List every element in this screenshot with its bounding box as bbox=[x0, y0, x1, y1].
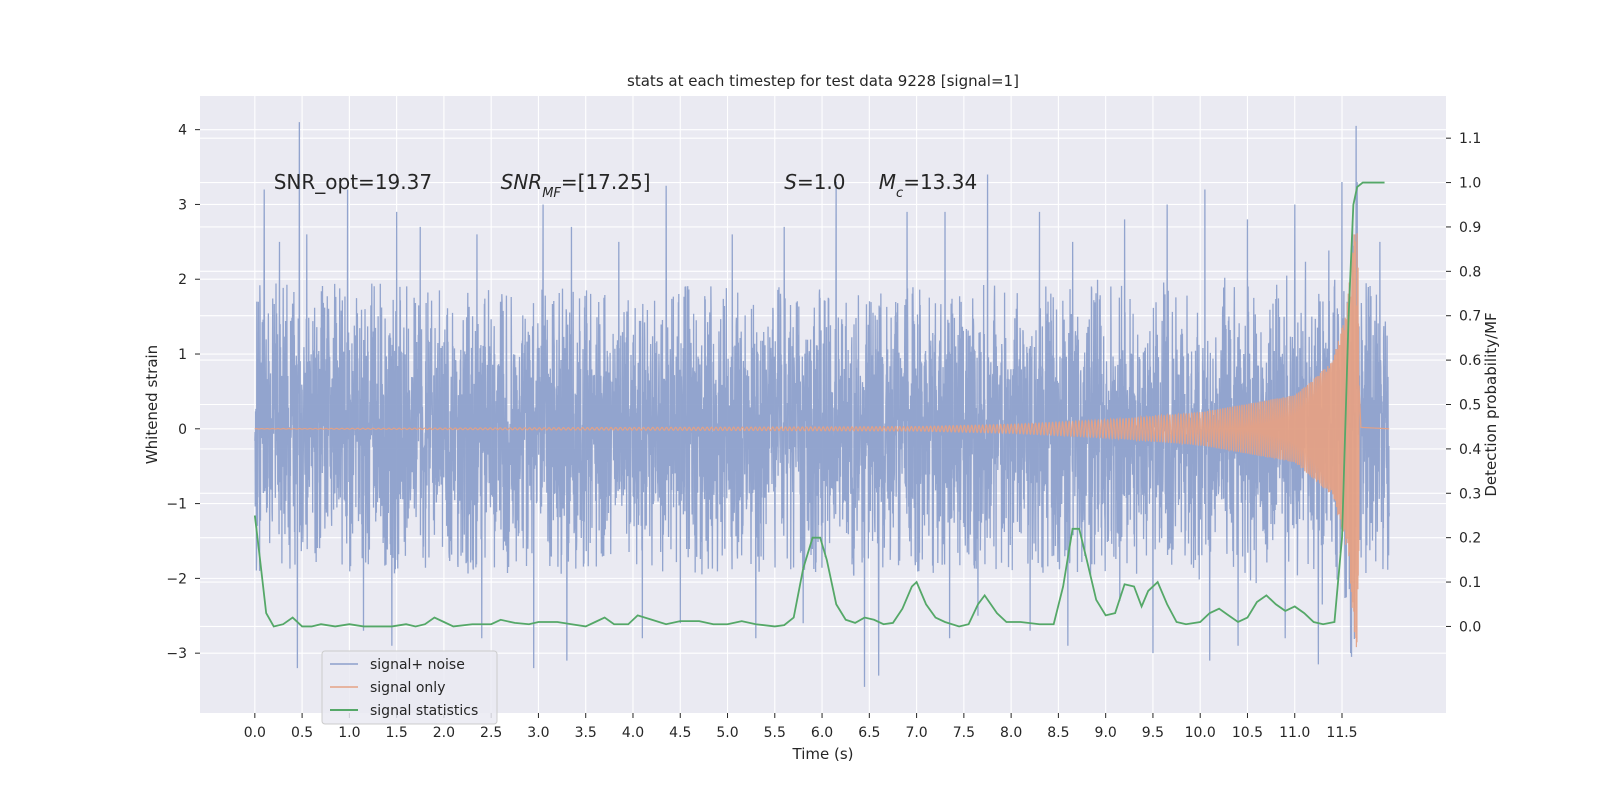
x-tick-label: 5.0 bbox=[716, 725, 738, 741]
annotation-1: SNR_opt=19.37 bbox=[274, 170, 432, 194]
y-tick-label: 3 bbox=[178, 197, 187, 213]
x-tick-label: 11.5 bbox=[1326, 725, 1357, 741]
x-tick-label: 4.5 bbox=[669, 725, 691, 741]
x-tick-label: 1.5 bbox=[386, 725, 408, 741]
x-tick-label: 4.0 bbox=[622, 725, 644, 741]
legend-label: signal+ noise bbox=[370, 657, 465, 673]
x-tick-label: 2.5 bbox=[480, 725, 502, 741]
y2-tick-label: 0.9 bbox=[1459, 220, 1481, 236]
x-tick-label: 3.5 bbox=[575, 725, 597, 741]
annotation-3: S=1.0 bbox=[784, 170, 845, 194]
y-tick-label: −2 bbox=[166, 571, 187, 587]
x-tick-label: 0.0 bbox=[244, 725, 266, 741]
y2-tick-label: 0.8 bbox=[1459, 264, 1481, 280]
x-tick-label: 6.5 bbox=[858, 725, 880, 741]
x-tick-label: 5.5 bbox=[764, 725, 786, 741]
series-signal-only bbox=[254, 233, 1390, 648]
y-axis-label: Whitened strain bbox=[143, 345, 161, 464]
annotation-base: S bbox=[784, 170, 797, 194]
x-tick-label: 10.5 bbox=[1232, 725, 1263, 741]
annotations: SNR_opt=19.37 SNRMF=[17.25] S=1.0 Mc=13.34 bbox=[274, 170, 977, 201]
x-axis: 0.0 0.5 1.0 1.5 2.0 2.5 3.0 3.5 4.0 4.5 5.0 5.5 6.0 6… bbox=[244, 713, 1358, 741]
annotation-subscript: c bbox=[896, 186, 903, 201]
x-tick-label: 11.0 bbox=[1279, 725, 1310, 741]
y2-tick-label: 0.7 bbox=[1459, 309, 1481, 325]
series-signal-statistics bbox=[253, 181, 1385, 628]
y2-tick-label: 0.0 bbox=[1459, 619, 1481, 635]
x-tick-label: 3.0 bbox=[527, 725, 549, 741]
annotation-value: =13.34 bbox=[903, 170, 977, 194]
annotation-value: =[17.25] bbox=[561, 170, 651, 194]
x-tick-label: 7.5 bbox=[953, 725, 975, 741]
y-tick-label: −3 bbox=[166, 646, 187, 662]
annotation-subscript: MF bbox=[542, 186, 561, 201]
y-tick-label: 2 bbox=[178, 272, 187, 288]
x-axis-label: Time (s) bbox=[792, 745, 854, 763]
x-tick-label: 8.5 bbox=[1047, 725, 1069, 741]
y-tick-label: 0 bbox=[178, 422, 187, 438]
x-tick-label: 8.0 bbox=[1000, 725, 1022, 741]
x-tick-label: 6.0 bbox=[811, 725, 833, 741]
legend: signal+ noise signal only signal statistic… bbox=[321, 650, 498, 725]
series-layer bbox=[253, 122, 1390, 687]
y2-tick-label: 1.1 bbox=[1459, 131, 1481, 147]
y2-tick-label: 0.2 bbox=[1459, 531, 1481, 547]
y2-tick-label: 0.6 bbox=[1459, 353, 1481, 369]
y2-tick-label: 0.4 bbox=[1459, 442, 1481, 458]
x-tick-label: 9.5 bbox=[1142, 725, 1164, 741]
annotation-value: =1.0 bbox=[797, 170, 846, 194]
x-tick-label: 7.0 bbox=[905, 725, 927, 741]
y2-tick-label: 0.5 bbox=[1459, 398, 1481, 414]
legend-label: signal only bbox=[370, 680, 445, 696]
legend-box bbox=[321, 650, 498, 725]
x-tick-label: 0.5 bbox=[291, 725, 313, 741]
y-axis-left: −3 −2 −1 0 1 2 3 4 bbox=[166, 123, 200, 662]
x-tick-label: 2.0 bbox=[433, 725, 455, 741]
y-tick-label: 1 bbox=[178, 347, 187, 363]
annotation-2: SNRMF=[17.25] bbox=[501, 170, 651, 201]
x-tick-label: 10.0 bbox=[1185, 725, 1216, 741]
y-axis-right: 0.0 0.1 0.2 0.3 0.4 0.5 0.6 0.7 0.8 0.9 1.0 1.1 bbox=[1446, 131, 1481, 635]
y-tick-label: −1 bbox=[166, 497, 187, 513]
x-tick-label: 9.0 bbox=[1095, 725, 1117, 741]
chart-title: stats at each timestep for test data 922… bbox=[627, 72, 1019, 90]
y-tick-label: 4 bbox=[178, 123, 187, 139]
annotation-base: M bbox=[879, 170, 896, 194]
series-signal-plus-noise bbox=[254, 122, 1390, 687]
legend-label: signal statistics bbox=[370, 703, 478, 719]
y2-tick-label: 0.3 bbox=[1459, 486, 1481, 502]
y2-tick-label: 1.0 bbox=[1459, 176, 1481, 192]
x-tick-label: 1.0 bbox=[338, 725, 360, 741]
y2-tick-label: 0.1 bbox=[1459, 575, 1481, 591]
annotation-4: Mc=13.34 bbox=[879, 170, 977, 201]
y2-axis-label: Detection probability/MF bbox=[1482, 312, 1500, 496]
annotation-base: SNR bbox=[501, 170, 543, 194]
